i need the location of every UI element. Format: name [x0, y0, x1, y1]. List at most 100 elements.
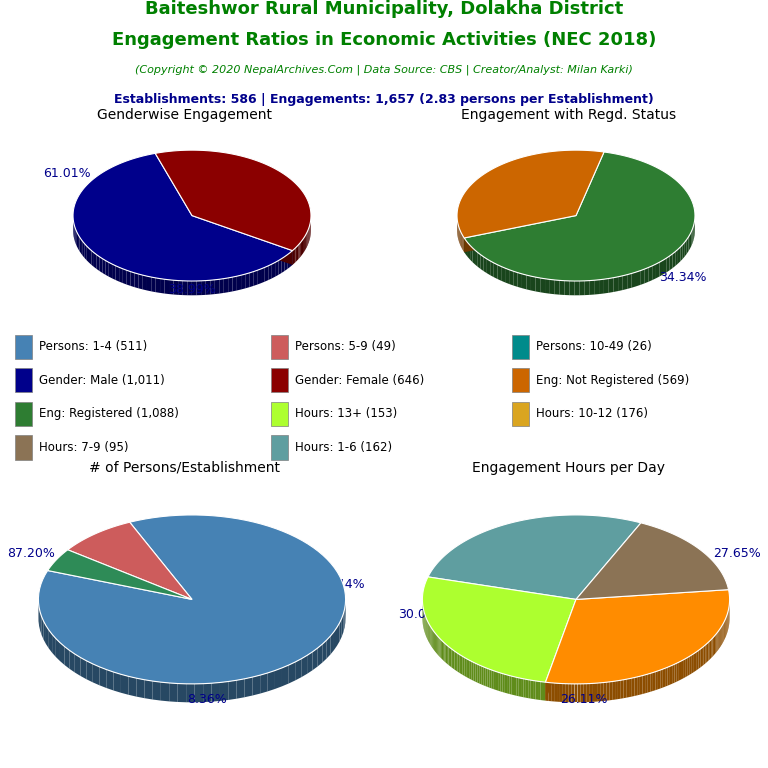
Polygon shape — [114, 672, 121, 693]
Polygon shape — [479, 665, 482, 684]
Text: Gender: Male (1,011): Gender: Male (1,011) — [39, 374, 165, 387]
Text: 26.11%: 26.11% — [560, 693, 607, 706]
Polygon shape — [516, 677, 518, 697]
Polygon shape — [632, 677, 634, 697]
Polygon shape — [470, 660, 472, 680]
Polygon shape — [653, 672, 655, 691]
Polygon shape — [192, 216, 293, 265]
Polygon shape — [607, 682, 609, 700]
Polygon shape — [670, 254, 673, 270]
Polygon shape — [313, 648, 318, 670]
Polygon shape — [526, 275, 531, 290]
Polygon shape — [457, 150, 604, 238]
Polygon shape — [496, 671, 498, 690]
Polygon shape — [498, 672, 501, 691]
Polygon shape — [599, 280, 604, 294]
Polygon shape — [289, 662, 295, 684]
Polygon shape — [538, 681, 541, 700]
Polygon shape — [623, 275, 627, 290]
Polygon shape — [250, 272, 253, 287]
Polygon shape — [155, 150, 311, 250]
Polygon shape — [187, 281, 192, 296]
Polygon shape — [592, 684, 595, 702]
Polygon shape — [244, 677, 253, 697]
Polygon shape — [707, 642, 708, 662]
Polygon shape — [307, 652, 313, 674]
Polygon shape — [618, 680, 621, 699]
Polygon shape — [584, 280, 589, 295]
Polygon shape — [601, 683, 604, 701]
Polygon shape — [507, 675, 509, 694]
Polygon shape — [466, 658, 468, 678]
Text: 87.20%: 87.20% — [7, 547, 55, 560]
Polygon shape — [46, 626, 49, 648]
FancyBboxPatch shape — [512, 335, 528, 359]
Polygon shape — [481, 255, 484, 271]
Polygon shape — [296, 247, 297, 262]
Polygon shape — [641, 269, 644, 285]
Polygon shape — [550, 280, 554, 294]
Polygon shape — [342, 614, 343, 637]
Polygon shape — [502, 266, 505, 283]
Polygon shape — [68, 522, 192, 599]
Polygon shape — [609, 681, 612, 700]
Polygon shape — [39, 607, 40, 631]
FancyBboxPatch shape — [271, 369, 288, 392]
Polygon shape — [677, 662, 679, 682]
Polygon shape — [337, 623, 339, 646]
Polygon shape — [478, 253, 481, 269]
Text: 34.34%: 34.34% — [660, 271, 707, 284]
Polygon shape — [99, 257, 102, 273]
Polygon shape — [464, 238, 466, 255]
Polygon shape — [436, 634, 437, 654]
Polygon shape — [305, 234, 306, 250]
Polygon shape — [710, 640, 711, 659]
Polygon shape — [434, 632, 435, 651]
Polygon shape — [257, 269, 261, 285]
Polygon shape — [472, 661, 474, 680]
Polygon shape — [574, 684, 578, 702]
Polygon shape — [604, 279, 609, 293]
Polygon shape — [89, 248, 91, 265]
Polygon shape — [428, 515, 641, 599]
Polygon shape — [643, 675, 645, 694]
Polygon shape — [69, 650, 74, 673]
Polygon shape — [501, 673, 502, 692]
Polygon shape — [509, 270, 513, 286]
Polygon shape — [294, 248, 296, 263]
Polygon shape — [683, 242, 685, 259]
Polygon shape — [76, 230, 77, 247]
Polygon shape — [535, 681, 538, 700]
Polygon shape — [667, 667, 670, 686]
Polygon shape — [513, 271, 518, 287]
Polygon shape — [318, 644, 323, 667]
Polygon shape — [87, 660, 93, 682]
Polygon shape — [272, 263, 275, 279]
Polygon shape — [228, 277, 233, 292]
Polygon shape — [84, 244, 87, 260]
Polygon shape — [275, 260, 278, 276]
Polygon shape — [636, 270, 641, 286]
Polygon shape — [551, 683, 554, 701]
Polygon shape — [703, 645, 705, 665]
Polygon shape — [433, 631, 434, 650]
Polygon shape — [442, 641, 443, 660]
Polygon shape — [470, 246, 472, 262]
Polygon shape — [665, 667, 667, 687]
Polygon shape — [715, 634, 717, 654]
Polygon shape — [569, 281, 574, 295]
Polygon shape — [545, 599, 576, 700]
Polygon shape — [545, 279, 550, 293]
Polygon shape — [714, 635, 715, 655]
Polygon shape — [563, 684, 566, 702]
Polygon shape — [474, 662, 475, 682]
Polygon shape — [447, 645, 449, 665]
Polygon shape — [87, 246, 89, 263]
Polygon shape — [720, 626, 722, 646]
Polygon shape — [186, 684, 194, 702]
Text: Engagement with Regd. Status: Engagement with Regd. Status — [461, 108, 676, 121]
Text: 30.03%: 30.03% — [399, 608, 446, 621]
Text: Persons: 5-9 (49): Persons: 5-9 (49) — [295, 340, 396, 353]
Polygon shape — [598, 683, 601, 701]
Polygon shape — [106, 670, 114, 690]
